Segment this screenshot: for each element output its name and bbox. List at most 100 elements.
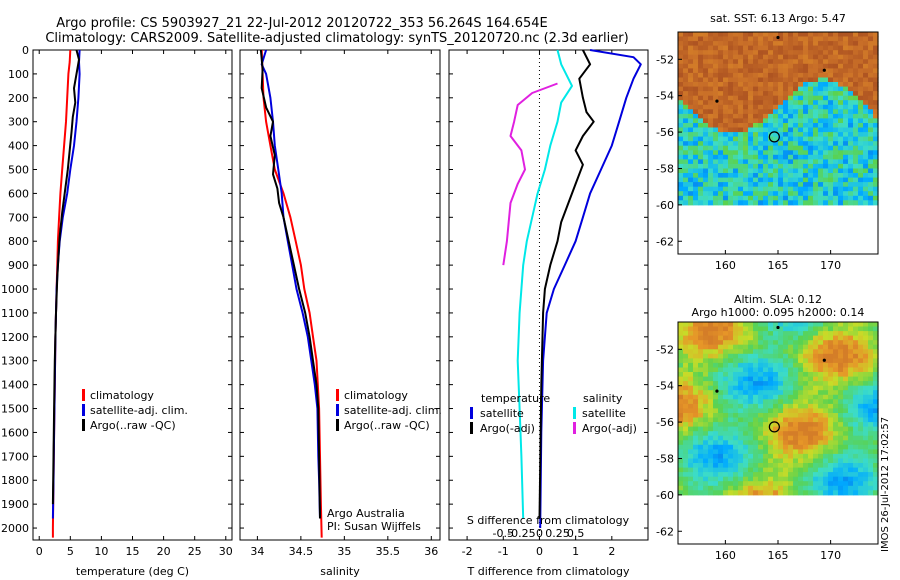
sla-map-cell xyxy=(858,331,864,337)
sla-map-cell xyxy=(728,376,734,382)
sst-map-cell xyxy=(798,163,804,169)
sla-map-cell xyxy=(858,326,864,332)
sst-map-cell xyxy=(693,91,699,97)
sst-map-cell xyxy=(718,150,724,156)
sla-map-cell xyxy=(718,453,724,459)
sst-map-cell xyxy=(733,118,739,124)
sla-map-cell xyxy=(808,426,814,432)
sla-map-cell xyxy=(813,481,819,487)
sst-map-cell xyxy=(833,145,839,151)
sla-map-cell xyxy=(693,394,699,400)
sst-map-cell xyxy=(873,173,879,179)
sla-map-cell xyxy=(723,385,729,391)
sla-map-cell xyxy=(763,331,769,337)
sla-map-cell xyxy=(693,358,699,364)
sla-map-cell xyxy=(833,385,839,391)
sla-map-cell xyxy=(723,458,729,464)
sla-map-cell xyxy=(688,422,694,428)
sla-map-cell xyxy=(698,490,704,496)
sst-map-cell xyxy=(718,141,724,147)
sla-map-cell xyxy=(848,344,854,350)
sst-map-cell xyxy=(873,150,879,156)
sla-map-cell xyxy=(803,485,809,491)
sst-map-cell xyxy=(813,191,819,197)
sst-map-cell xyxy=(768,177,774,183)
sla-map-cell xyxy=(718,358,724,364)
sla-map-cell xyxy=(743,458,749,464)
sst-map-cell xyxy=(708,41,714,47)
sla-map-cell xyxy=(818,394,824,400)
sla-map-cell xyxy=(788,358,794,364)
sst-map-cell xyxy=(778,163,784,169)
sla-map-cell xyxy=(753,376,759,382)
sst-map-cell xyxy=(768,86,774,92)
sla-map-cell xyxy=(868,444,874,450)
sla-map-cell xyxy=(678,358,684,364)
sla-map-cell xyxy=(768,481,774,487)
sst-map-cell xyxy=(828,177,834,183)
sst-map-cell xyxy=(743,54,749,60)
sst-map-cell xyxy=(738,173,744,179)
sst-map-cell xyxy=(843,186,849,192)
sst-map-cell xyxy=(863,91,869,97)
sla-map-cell xyxy=(843,390,849,396)
sla-map-cell xyxy=(818,463,824,469)
sla-map-cell xyxy=(693,476,699,482)
sla-map-cell xyxy=(818,372,824,378)
sla-map-cell xyxy=(683,385,689,391)
sla-map-cell xyxy=(708,408,714,414)
sst-map-cell xyxy=(808,100,814,106)
sla-map-cell xyxy=(778,403,784,409)
sla-map-cell xyxy=(783,331,789,337)
sla-map-cell xyxy=(708,413,714,419)
sst-map-cell xyxy=(818,104,824,110)
sst-map-cell xyxy=(763,82,769,88)
sla-map-cell xyxy=(793,331,799,337)
sla-map-cell xyxy=(853,358,859,364)
sst-map-cell xyxy=(863,177,869,183)
sst-map-cell xyxy=(718,95,724,101)
sla-map-cell xyxy=(758,381,764,387)
sla-map-cell xyxy=(708,362,714,368)
sst-map-cell xyxy=(853,127,859,133)
sla-map-cell xyxy=(698,326,704,332)
sla-map-cell xyxy=(848,372,854,378)
sst-map-cell xyxy=(763,100,769,106)
sla-map-cell xyxy=(783,467,789,473)
sla-map-cell xyxy=(683,367,689,373)
sla-map-cell xyxy=(853,326,859,332)
sla-map-cell xyxy=(788,344,794,350)
sst-map-cell xyxy=(868,136,874,142)
sst-map-cell xyxy=(703,163,709,169)
depth-tick-label: 1400 xyxy=(1,379,29,392)
difference-xtick-label: 1 xyxy=(572,545,579,558)
sst-map-cell xyxy=(698,36,704,42)
sla-map-cell xyxy=(748,372,754,378)
sla-map-cell xyxy=(823,431,829,437)
sst-map-cell xyxy=(693,159,699,165)
sla-map-cell xyxy=(693,435,699,441)
sst-map-cell xyxy=(858,191,864,197)
sla-map-cell xyxy=(698,372,704,378)
sla-map-cell xyxy=(828,390,834,396)
sst-map-cell xyxy=(708,154,714,160)
sst-map-cell xyxy=(728,68,734,74)
sst-map-cell xyxy=(858,32,864,38)
sla-map-cell xyxy=(858,417,864,423)
sst-map-cell xyxy=(783,127,789,133)
sla-map-cell xyxy=(773,458,779,464)
sst-map-cell xyxy=(843,50,849,56)
sla-map-cell xyxy=(848,440,854,446)
sla-map-cell xyxy=(823,444,829,450)
sst-map-cell xyxy=(863,68,869,74)
sst-map-cell xyxy=(743,95,749,101)
difference-xlabel: T difference from climatology xyxy=(467,565,630,578)
sla-map-cell xyxy=(733,390,739,396)
sla-map-cell xyxy=(713,417,719,423)
sla-map-cell xyxy=(803,467,809,473)
sla-map-cell xyxy=(733,426,739,432)
sla-map-cell xyxy=(788,408,794,414)
sst-map-cell xyxy=(708,113,714,119)
salinity-xtick-label: 35.5 xyxy=(376,545,401,558)
sst-map-cell xyxy=(738,72,744,78)
